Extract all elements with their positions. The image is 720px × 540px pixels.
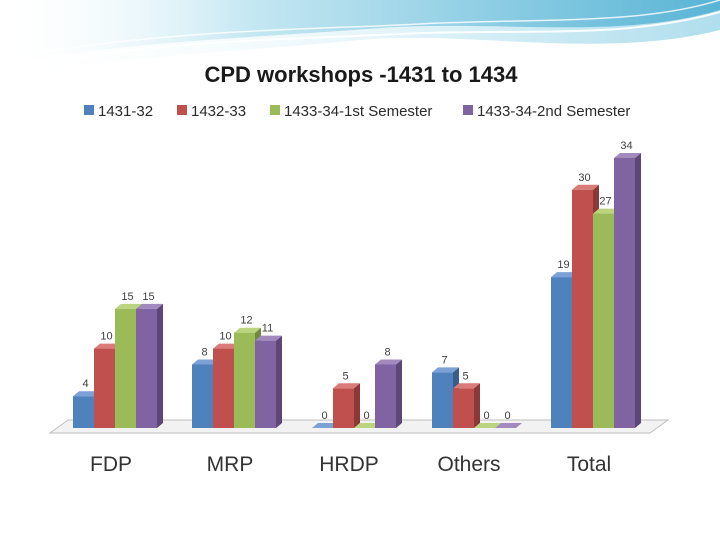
data-label-fdp-1431-32: 4 [82,378,88,390]
chart-title: CPD workshops -1431 to 1434 [204,62,518,87]
bar-hrdp-1433-34-1st-semester [354,423,381,428]
x-tick-label-total: Total [567,453,611,476]
legend-swatch-1432-33 [177,105,187,115]
x-tick-label-hrdp: HRDP [319,453,379,476]
data-label-total-1433-34-2nd-semester: 34 [620,140,632,152]
bar-total-1433-34-2nd-semester [614,153,641,428]
data-label-hrdp-1433-34-2nd-semester: 8 [384,346,390,358]
data-label-total-1433-34-1st-semester: 27 [599,196,611,208]
data-label-total-1432-33: 30 [578,172,590,184]
data-label-mrp-1433-34-2nd-semester: 11 [262,323,273,335]
legend-label-1432-33: 1432-33 [191,103,246,120]
data-label-hrdp-1432-33: 5 [342,370,348,382]
x-axis-labels: FDP MRP HRDP Others Total [90,453,611,476]
data-label-mrp-1431-32: 8 [201,346,207,358]
bar-others-1433-34-1st-semester [474,423,501,428]
x-tick-label-fdp: FDP [90,453,132,476]
legend-label-1433-34-1st-semester: 1433-34-1st Semester [284,103,432,120]
data-label-total-1431-32: 19 [557,259,569,271]
legend: 1431-32 1432-33 1433-34-1st Semester 143… [84,103,630,120]
legend-swatch-1431-32 [84,105,94,115]
data-label-others-1431-32: 7 [441,354,447,366]
x-tick-label-mrp: MRP [207,453,254,476]
plot-area: 4 10 15 15 8 10 12 11 0 5 0 8 7 5 0 0 19 30 27 34 [73,140,641,428]
legend-label-1431-32: 1431-32 [98,103,153,120]
data-label-hrdp-1431-32: 0 [321,410,327,422]
bar-mrp-1433-34-2nd-semester [255,335,282,428]
header-wave-decoration [0,0,720,80]
data-label-others-1433-34-1st-semester: 0 [483,410,489,422]
data-label-mrp-1432-33: 10 [219,331,231,343]
bar-hrdp-1432-33 [333,383,360,428]
data-label-others-1433-34-2nd-semester: 0 [504,410,510,422]
bar-fdp-1433-34-2nd-semester [136,303,163,428]
data-label-fdp-1433-34-1st-semester: 15 [121,291,133,303]
bar-others-1433-34-2nd-semester [495,423,522,428]
data-label-mrp-1433-34-1st-semester: 12 [240,315,252,327]
data-label-fdp-1433-34-2nd-semester: 15 [142,291,154,303]
bar-others-1432-33 [453,383,480,428]
bar-hrdp-1433-34-2nd-semester [375,359,402,428]
bar-hrdp-1431-32 [312,423,339,428]
x-tick-label-others: Others [437,453,500,476]
legend-swatch-1433-34-2nd-semester [463,105,473,115]
data-label-hrdp-1433-34-1st-semester: 0 [363,410,369,422]
data-label-others-1432-33: 5 [462,370,468,382]
data-label-fdp-1432-33: 10 [100,331,112,343]
legend-swatch-1433-34-1st-semester [270,105,280,115]
legend-label-1433-34-2nd-semester: 1433-34-2nd Semester [477,103,630,120]
